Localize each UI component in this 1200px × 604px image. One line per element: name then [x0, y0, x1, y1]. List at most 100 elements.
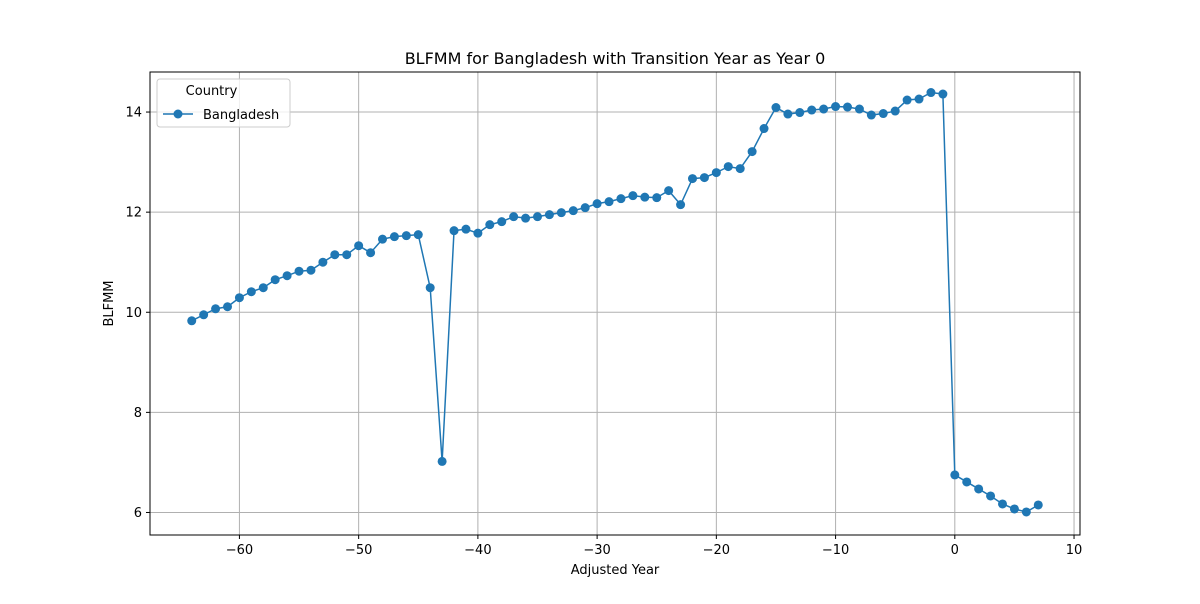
data-point [902, 95, 912, 105]
data-point [771, 103, 781, 113]
data-point [914, 94, 924, 104]
data-point [425, 283, 435, 293]
y-tick-label: 12 [125, 206, 142, 221]
plot-frame [149, 71, 1081, 536]
series-layer [187, 88, 1043, 517]
data-point [604, 197, 614, 207]
data-point [318, 257, 328, 267]
data-point [652, 193, 662, 203]
data-point [556, 208, 566, 218]
data-point [258, 283, 268, 293]
data-point [568, 206, 578, 216]
x-axis-label: Adjusted Year [571, 563, 660, 578]
data-point [461, 224, 471, 234]
data-point [843, 102, 852, 112]
x-tick-label: −30 [583, 543, 610, 558]
data-point [890, 106, 900, 116]
data-point [509, 212, 519, 222]
data-point [497, 217, 507, 227]
grid [150, 72, 1080, 535]
data-point [640, 192, 650, 202]
data-point [783, 109, 793, 119]
data-point [664, 186, 674, 196]
data-point [747, 147, 757, 157]
data-point [807, 105, 817, 115]
data-point [270, 275, 280, 285]
data-point [628, 191, 638, 201]
data-point [974, 484, 984, 494]
data-point [616, 194, 626, 204]
data-point [866, 110, 876, 120]
data-point [962, 477, 972, 487]
data-point [580, 203, 590, 213]
data-point [473, 228, 483, 238]
data-point [199, 310, 209, 320]
legend-series-marker [173, 109, 183, 119]
y-axis-label: BLFMM [102, 280, 117, 326]
data-point [187, 316, 197, 326]
data-point [831, 102, 841, 112]
data-point [1009, 504, 1019, 514]
x-tick-label: −60 [226, 543, 253, 558]
data-point [306, 265, 316, 275]
data-point [544, 210, 554, 220]
data-point [366, 248, 376, 258]
data-point [282, 271, 292, 281]
x-tick-label: −10 [822, 543, 849, 558]
data-point [699, 173, 709, 183]
data-point [330, 250, 340, 260]
data-point [485, 220, 495, 230]
data-point [533, 212, 542, 222]
data-point [1021, 507, 1031, 517]
data-point [246, 287, 256, 297]
data-point [342, 250, 352, 260]
data-point [211, 304, 221, 314]
data-point [676, 200, 686, 210]
data-point [688, 174, 697, 184]
legend-series-label: Bangladesh [203, 108, 279, 123]
y-tick-label: 6 [134, 506, 142, 521]
series-line [191, 91, 1039, 513]
data-point [723, 162, 733, 172]
data-point [592, 199, 602, 209]
data-point [759, 124, 769, 134]
y-tick-label: 8 [134, 406, 142, 421]
data-point [986, 491, 996, 501]
legend-box [156, 78, 291, 128]
x-tick-label: −50 [345, 543, 372, 558]
data-point [449, 226, 459, 236]
x-tick-label: 0 [951, 543, 959, 558]
chart-title: BLFMM for Bangladesh with Transition Yea… [405, 49, 826, 68]
data-point [926, 88, 936, 98]
data-point [294, 266, 304, 276]
data-point [1033, 500, 1043, 510]
y-tick-label: 14 [125, 106, 142, 121]
data-point [878, 109, 888, 119]
data-point [998, 499, 1007, 509]
x-tick-label: 10 [1066, 543, 1083, 558]
data-point [854, 104, 864, 114]
data-point [938, 89, 948, 99]
data-point [735, 164, 745, 174]
data-point [223, 302, 232, 312]
data-point [413, 230, 423, 240]
data-point [819, 104, 829, 114]
y-tick-label: 10 [125, 306, 142, 321]
data-point [378, 234, 387, 244]
data-point [521, 213, 531, 223]
data-point [437, 456, 447, 466]
data-point [950, 470, 960, 480]
x-tick-label: −40 [464, 543, 491, 558]
data-point [795, 108, 805, 118]
x-tick-label: −20 [703, 543, 730, 558]
axis-ticks: −60 −50 −40 −30 −20 −10 0 10 6 8 10 12 14 [125, 106, 1082, 558]
data-point [389, 232, 399, 242]
data-point [234, 293, 244, 303]
legend-title: Country [186, 84, 238, 99]
data-point [711, 168, 721, 178]
legend: Country Bangladesh [156, 78, 291, 128]
data-point [401, 231, 411, 241]
data-point [354, 241, 364, 251]
